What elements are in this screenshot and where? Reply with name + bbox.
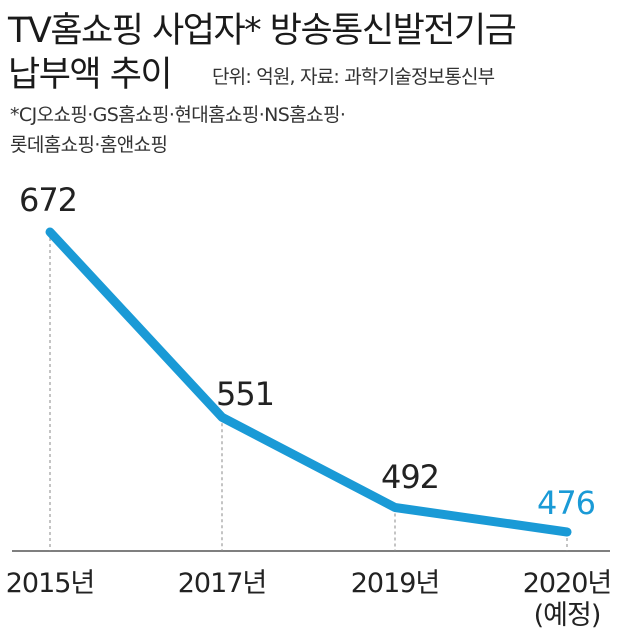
x-axis-labels: 2015년 2017년 2019년 2020년(예정) <box>6 568 613 631</box>
chart-title-line-2: 납부액 추이 <box>8 55 173 95</box>
guide-lines <box>49 232 568 551</box>
series-line <box>45 227 572 537</box>
data-labels: 672 551 492 476 <box>19 181 596 522</box>
chart-title-line-1: TV홈쇼핑 사업자* 방송통신발전기금 <box>8 11 517 51</box>
data-label: 551 <box>216 375 274 413</box>
x-tick-label: 2020년 <box>523 568 612 599</box>
x-tick-label: 2015년 <box>6 568 95 599</box>
footnote-line-1: *CJ오쇼핑·GS홈쇼핑·현대홈쇼핑·NS홈쇼핑· <box>10 104 346 126</box>
footnote-line-2: 롯데홈쇼핑·홈앤쇼핑 <box>10 134 168 156</box>
x-tick-sublabel: (예정) <box>534 600 601 631</box>
data-label: 672 <box>19 181 77 219</box>
data-label: 476 <box>537 484 595 522</box>
unit-source-note: 단위: 억원, 자료: 과학기술정보통신부 <box>212 66 495 88</box>
x-tick-label: 2017년 <box>178 568 267 599</box>
data-label: 492 <box>381 458 439 496</box>
x-tick-label: 2019년 <box>351 568 440 599</box>
